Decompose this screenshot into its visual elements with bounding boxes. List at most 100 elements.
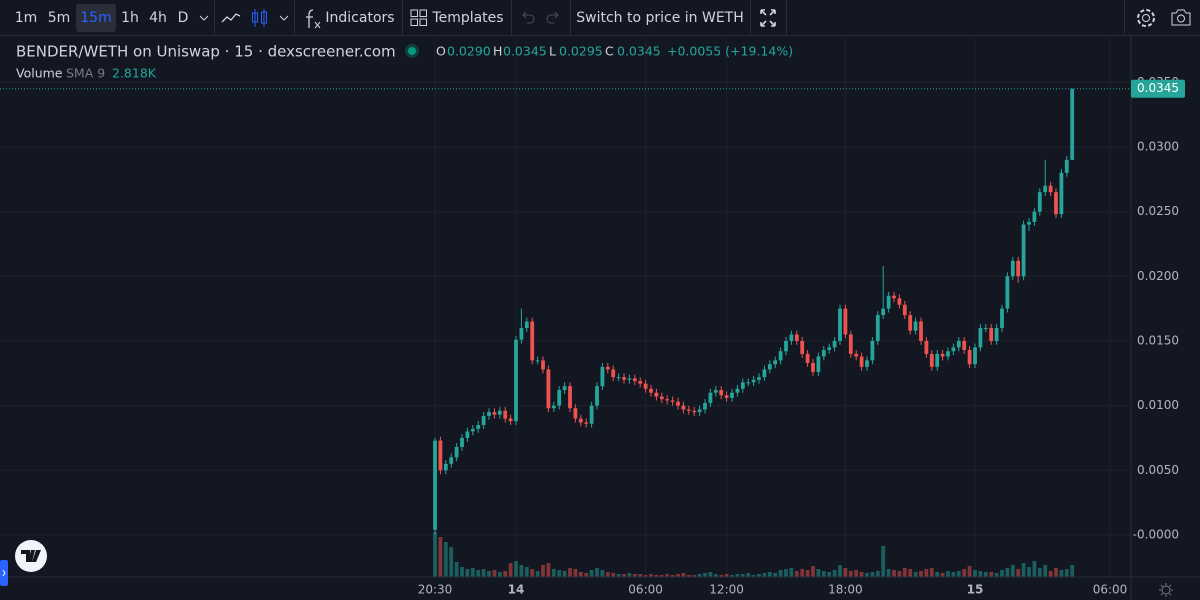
candle-chart-button[interactable] (250, 8, 270, 28)
volume-bar (476, 570, 481, 577)
volume-bar (627, 573, 632, 577)
templates-button[interactable]: Templates (432, 10, 504, 26)
interval-dropdown[interactable] (198, 8, 210, 28)
volume-bar (821, 571, 826, 577)
volume-layer (433, 532, 1075, 577)
volume-indicator: SMA 9 (66, 66, 105, 81)
volume-bar (713, 574, 718, 577)
candle-body (994, 328, 999, 341)
ohlc-value: 0.0295 (559, 44, 603, 59)
candle-body (643, 383, 648, 389)
candle-body (956, 340, 961, 348)
chevron (199, 15, 209, 21)
undo-button[interactable] (519, 8, 537, 28)
candle-body (816, 356, 821, 372)
interval-button[interactable]: 1m (14, 10, 38, 26)
templates-icon[interactable] (410, 8, 428, 28)
line-chart-button[interactable] (221, 8, 241, 28)
ohlc-legend: O 0.0290 H 0.0345 L 0.0295 C 0.0345 +0.0055 (+19… (436, 44, 793, 59)
volume-bar (508, 563, 513, 577)
volume-bar (1010, 565, 1015, 577)
volume-bar (1054, 568, 1058, 577)
fx-icon[interactable] (304, 8, 322, 30)
volume-bar (670, 575, 675, 577)
volume-bar (703, 573, 707, 577)
tile (419, 9, 427, 17)
redo-icon (546, 11, 559, 24)
candle-body (983, 328, 988, 330)
indicators-button[interactable]: Indicators (325, 10, 395, 26)
candle-body (503, 410, 508, 419)
candle-body (805, 353, 810, 363)
snapshot-button[interactable] (1170, 8, 1192, 28)
volume-bar (719, 575, 724, 577)
volume-bar (433, 532, 437, 577)
volume-bar (676, 574, 680, 577)
volume-bar (805, 570, 810, 577)
candle-body (697, 409, 702, 413)
candle-body (1016, 260, 1021, 277)
candle-body (433, 440, 437, 530)
candle-body (908, 315, 913, 331)
interval-button[interactable]: 4h (149, 10, 167, 26)
interval-button[interactable]: D (177, 10, 189, 26)
volume-bar (595, 568, 599, 577)
interval-button[interactable]: 5m (47, 10, 71, 26)
settings-gear-small[interactable] (1159, 583, 1173, 597)
ohlc-value: 0.0290 (447, 44, 491, 59)
volume-bar (962, 569, 967, 577)
candle-body (875, 315, 880, 341)
volume-value: 2.818K (112, 66, 157, 81)
volume-bar (956, 571, 961, 577)
volume-bar (665, 574, 670, 577)
y-tick-label: 0.0100 (1137, 398, 1179, 412)
volume-bar (762, 573, 767, 577)
side-tab[interactable] (0, 560, 8, 586)
camera-lens (1177, 14, 1185, 23)
candle-body (460, 437, 464, 448)
side-tab-arrow (2, 569, 6, 577)
x-tick-label: 12:00 (709, 583, 744, 597)
redo-button[interactable] (544, 8, 562, 28)
x-tick-label: 18:00 (828, 583, 863, 597)
candle-body (589, 405, 594, 424)
candle-body (649, 388, 653, 393)
settings-button[interactable] (1135, 8, 1157, 30)
volume-bar (1016, 569, 1021, 577)
volume-bar (924, 569, 929, 577)
candle-body (487, 412, 491, 416)
candle-body (562, 386, 567, 391)
volume-bar (578, 572, 583, 577)
volume-bar (897, 571, 902, 577)
candle-body (929, 353, 934, 367)
volume-bar (827, 572, 832, 577)
candle-body (886, 295, 891, 309)
interval-button[interactable]: 1h (121, 10, 139, 26)
volume-bar (773, 573, 778, 577)
candle-body (465, 431, 470, 438)
volume-bar (778, 570, 783, 577)
volume-bar (983, 572, 988, 577)
volume-bar (643, 575, 648, 577)
fullscreen-button[interactable] (759, 8, 777, 28)
switch-price-button[interactable]: Switch to price in WETH (576, 10, 744, 26)
candle-body (713, 390, 718, 393)
volume-bar (497, 572, 502, 577)
volume-bar (573, 569, 578, 577)
candle-body (530, 321, 535, 361)
tile (419, 18, 427, 26)
candle-body (524, 321, 529, 329)
candle-body (778, 351, 783, 361)
interval-button[interactable]: 15m (76, 4, 116, 32)
candle-body (762, 369, 767, 378)
separator (1124, 0, 1125, 36)
volume-bar (865, 573, 869, 577)
volume-bar (908, 569, 913, 577)
volume-bar (811, 566, 815, 577)
volume-bar (541, 565, 545, 577)
chart-type-dropdown[interactable] (278, 8, 290, 28)
volume-bar (487, 571, 491, 577)
ohlc-label: O (436, 44, 446, 59)
candle-body (632, 378, 637, 382)
